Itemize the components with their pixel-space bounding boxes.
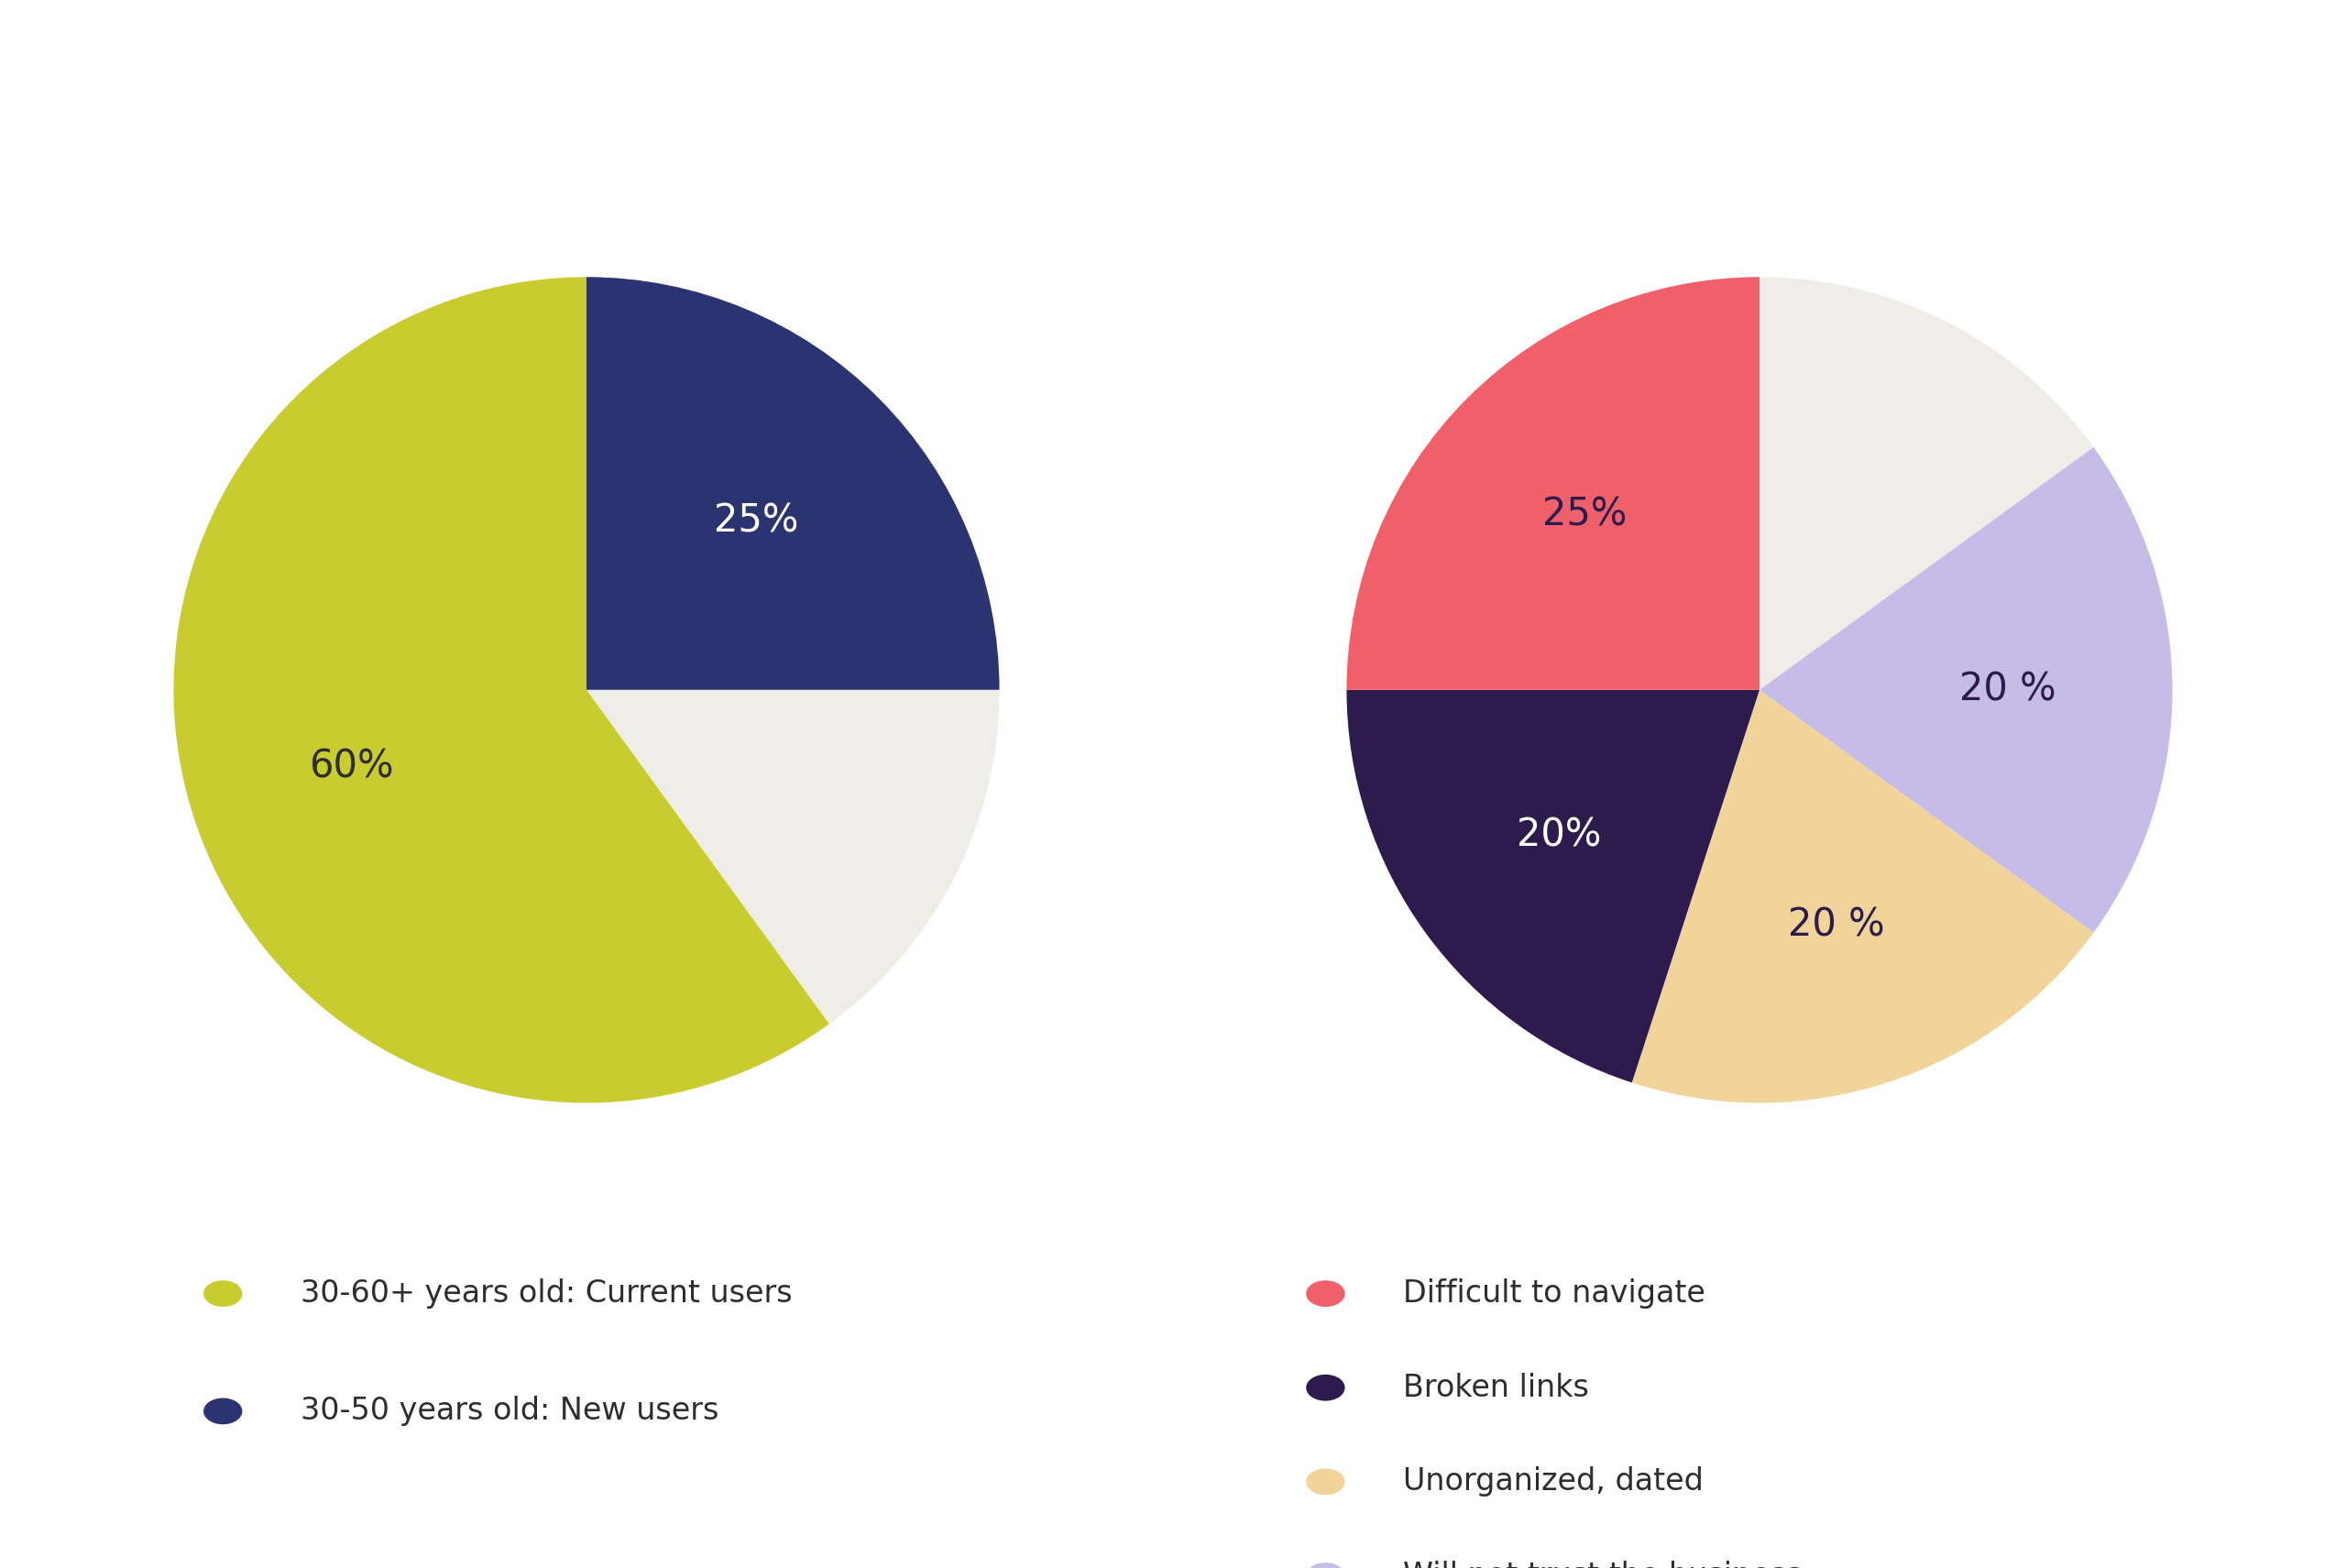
Wedge shape — [1347, 690, 1760, 1082]
Wedge shape — [1760, 278, 2093, 690]
Text: 25%: 25% — [713, 502, 798, 539]
Text: 30-50 years old: New users: 30-50 years old: New users — [300, 1396, 718, 1427]
Text: 30-60+ years old: Current users: 30-60+ years old: Current users — [300, 1278, 793, 1309]
Wedge shape — [586, 690, 999, 1024]
Text: 25%: 25% — [1541, 495, 1626, 535]
Wedge shape — [1633, 690, 2093, 1102]
Text: 20 %: 20 % — [1788, 906, 1884, 946]
Wedge shape — [586, 278, 999, 690]
Wedge shape — [174, 278, 828, 1102]
Text: Difficult to navigate: Difficult to navigate — [1403, 1278, 1706, 1309]
Wedge shape — [1760, 447, 2172, 933]
Text: 20 %: 20 % — [1959, 671, 2055, 709]
Text: Unorganized, dated: Unorganized, dated — [1403, 1466, 1703, 1497]
Text: 60%: 60% — [310, 748, 394, 786]
Text: 20%: 20% — [1518, 817, 1602, 855]
Text: Broken links: Broken links — [1403, 1372, 1588, 1403]
Text: Will not trust the business: Will not trust the business — [1403, 1560, 1802, 1568]
Wedge shape — [1347, 278, 1760, 690]
